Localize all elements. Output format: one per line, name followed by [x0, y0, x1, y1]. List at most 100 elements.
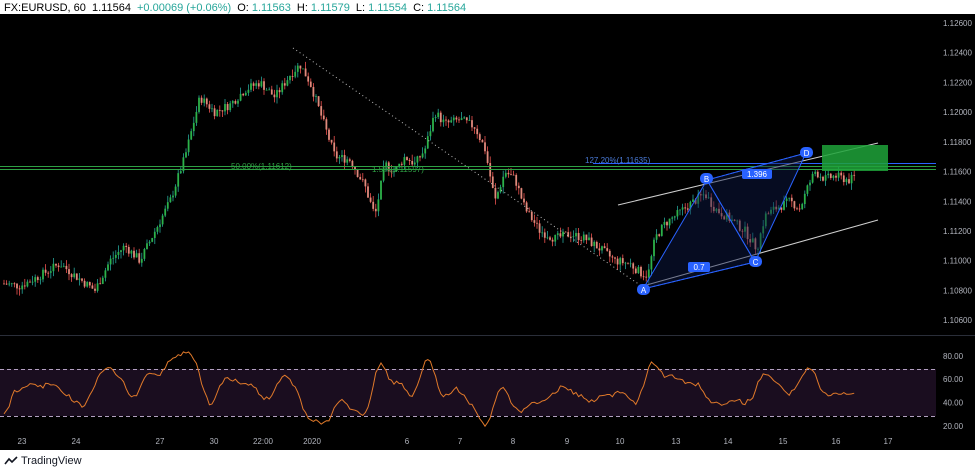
candle — [507, 168, 510, 178]
candle — [338, 155, 341, 164]
candle — [829, 172, 832, 180]
candle — [478, 132, 481, 143]
rsi-band — [0, 369, 936, 416]
candle — [283, 77, 286, 90]
candle — [213, 105, 216, 120]
candle — [26, 279, 29, 288]
candle — [746, 223, 749, 245]
candle — [185, 148, 187, 159]
candle — [642, 270, 645, 281]
price-tick-label: 1.11800 — [943, 138, 972, 147]
candle — [754, 237, 757, 255]
candle — [692, 194, 694, 203]
price-tick-label: 1.12400 — [943, 49, 972, 58]
candle — [309, 78, 312, 88]
candle — [681, 203, 684, 216]
candle — [645, 270, 648, 282]
candle — [182, 153, 185, 174]
time-tick-label: 14 — [724, 437, 733, 446]
candle — [18, 285, 21, 296]
candle — [655, 229, 658, 243]
candle — [294, 65, 297, 79]
candle — [668, 218, 671, 229]
candle — [302, 68, 304, 70]
candle — [494, 183, 497, 205]
candle — [751, 232, 754, 243]
point-a[interactable]: A — [637, 284, 650, 295]
candle — [447, 119, 450, 128]
candle — [166, 195, 169, 212]
tradingview-footer[interactable]: TradingView — [4, 455, 82, 467]
time-tick-label: 2020 — [303, 437, 321, 446]
price-axis[interactable] — [936, 14, 975, 434]
rsi-line[interactable] — [3, 351, 855, 428]
candle — [439, 110, 442, 127]
candle — [738, 219, 741, 232]
candle — [179, 167, 182, 175]
channel-lower[interactable] — [642, 219, 879, 287]
candle — [640, 265, 642, 279]
candle — [164, 205, 167, 218]
candle — [159, 219, 161, 233]
candle — [832, 174, 835, 181]
candle — [619, 256, 622, 271]
ratio-1396-label: 1.396 — [747, 170, 768, 179]
candle — [257, 79, 260, 90]
candle — [793, 200, 796, 211]
candle — [442, 114, 445, 127]
candle — [252, 81, 255, 92]
candle — [523, 193, 525, 205]
candle — [515, 173, 518, 191]
candle — [187, 134, 190, 156]
candle — [632, 262, 635, 275]
ratio-1396[interactable]: 1.396 — [742, 169, 772, 179]
candle — [356, 168, 359, 178]
candle — [463, 116, 466, 120]
candle — [216, 109, 219, 117]
candle — [621, 254, 624, 266]
candle — [595, 240, 598, 249]
candle — [811, 171, 814, 184]
candle — [23, 278, 26, 290]
candle — [3, 279, 5, 285]
ratio-07[interactable]: 0.7 — [688, 262, 710, 272]
price-pane[interactable] — [0, 14, 936, 335]
last-price: 1.11564 — [91, 2, 131, 14]
candle — [718, 202, 720, 215]
candle — [421, 147, 424, 159]
candle — [590, 233, 593, 247]
candle — [369, 193, 372, 204]
candle — [380, 180, 382, 200]
candle — [575, 228, 577, 243]
candle — [286, 75, 289, 87]
candle — [291, 69, 294, 81]
candle — [335, 146, 338, 163]
symbol-label: FX:EURUSD, 60 — [4, 2, 86, 14]
chart-header: FX:EURUSD, 60 1.11564 +0.00069 (+0.06%) … — [4, 2, 469, 14]
candle — [101, 275, 104, 285]
candle — [517, 182, 520, 195]
candle — [242, 92, 245, 97]
candles[interactable] — [3, 61, 856, 296]
candle — [221, 110, 224, 118]
point-d[interactable]: D — [800, 147, 813, 158]
candle — [720, 207, 723, 220]
candle — [572, 230, 575, 243]
candle — [543, 228, 546, 243]
candle — [86, 281, 89, 288]
candle — [538, 219, 541, 240]
target-box[interactable] — [822, 145, 888, 171]
candle — [317, 96, 320, 107]
candle — [133, 247, 135, 260]
candle — [65, 260, 68, 274]
time-axis[interactable] — [0, 434, 975, 450]
point-b[interactable]: B — [700, 173, 713, 184]
candle — [725, 209, 728, 222]
candle — [476, 125, 479, 139]
candle — [452, 114, 455, 126]
point-c-label: C — [753, 258, 759, 267]
candle — [809, 179, 811, 191]
point-c[interactable]: C — [749, 256, 762, 267]
